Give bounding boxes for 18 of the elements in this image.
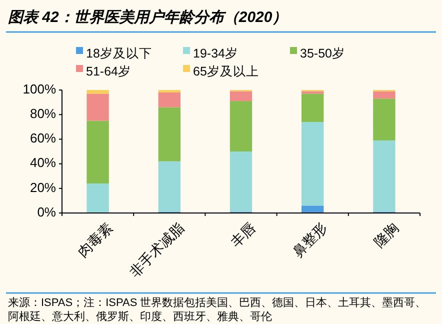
y-tick-label: 80% <box>30 106 56 122</box>
y-tick-label: 60% <box>30 130 56 146</box>
y-tick-label: 0% <box>37 204 56 220</box>
legend-label: 18岁及以下 <box>86 46 152 60</box>
legend-label: 35-50岁 <box>300 46 345 60</box>
x-tick-label: 隆胸 <box>370 219 402 250</box>
x-tick-label: 丰唇 <box>227 219 258 250</box>
x-tick-label: 肉毒素 <box>74 219 116 260</box>
y-tick-label: 40% <box>30 155 56 170</box>
legend-label: 19-34岁 <box>193 46 238 60</box>
y-tick-label: 100% <box>22 81 56 96</box>
x-tick-label: 非手术减脂 <box>126 219 187 280</box>
x-tick-label: 鼻整形 <box>289 219 330 260</box>
legend-label: 65岁及以上 <box>193 64 259 78</box>
chart-title: 图表 42：世界医美用户年龄分布（2020） <box>8 8 288 26</box>
legend-label: 51-64岁 <box>86 64 131 78</box>
source-note: 来源：ISPAS；注：ISPAS 世界数据包括美国、巴西、德国、日本、土耳其、墨西哥、阿根廷、意大利、俄罗斯、印度、西班牙、雅典、哥伦 <box>8 296 426 323</box>
y-tick-label: 20% <box>30 180 56 195</box>
